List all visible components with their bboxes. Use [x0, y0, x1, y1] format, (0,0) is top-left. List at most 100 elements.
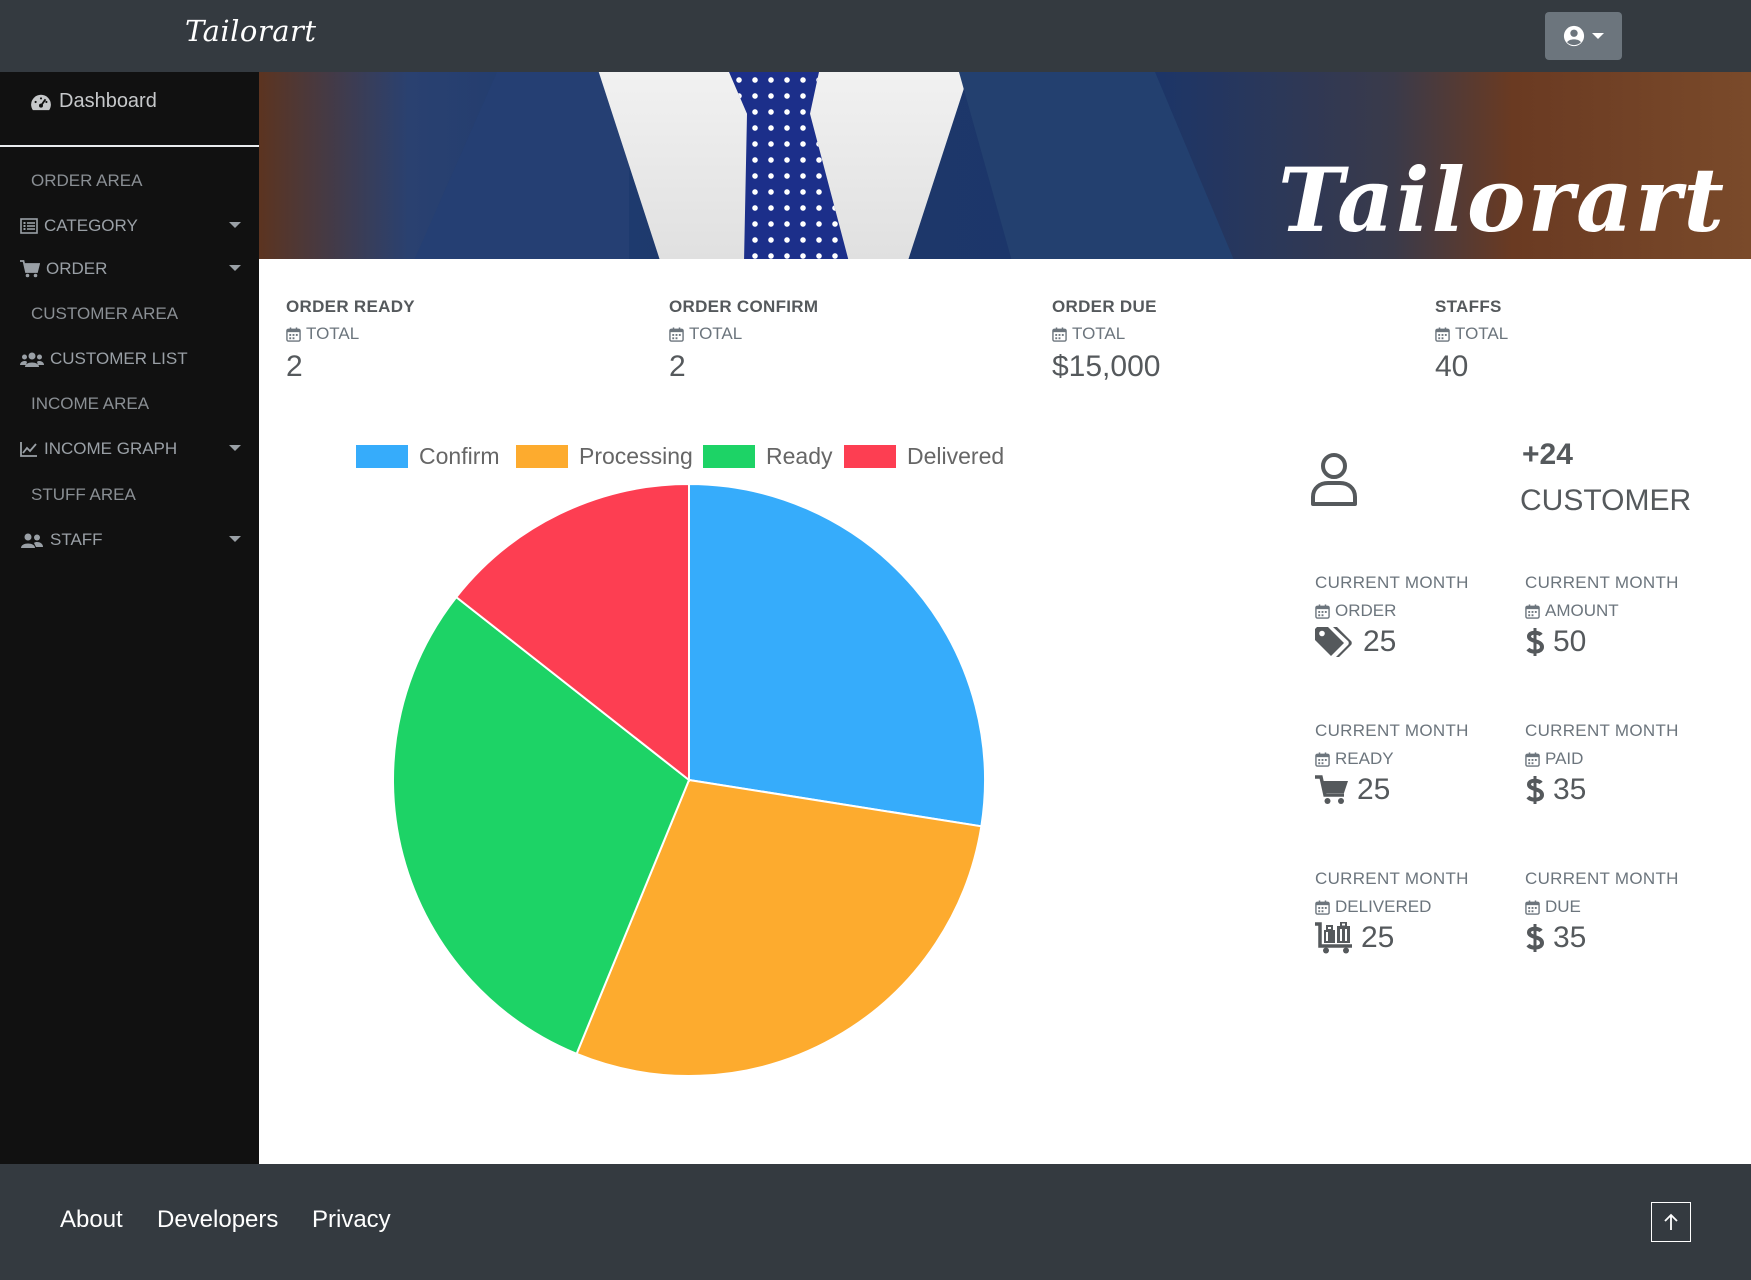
chevron-down-icon: [229, 265, 241, 271]
banner-title: Tailorart: [1277, 148, 1726, 252]
calendar-icon: [1052, 326, 1067, 342]
legend-swatch-confirm[interactable]: [356, 445, 408, 468]
month-stat-delivered: CURRENT MONTH DELIVERED 25: [1315, 869, 1515, 955]
pie-slice-processing[interactable]: [575, 778, 983, 1077]
sidebar-item-dashboard[interactable]: Dashboard: [30, 90, 157, 113]
month-stat-label: CURRENT MONTH: [1525, 869, 1679, 888]
month-stat-value: 25: [1361, 921, 1395, 954]
footer-link-about[interactable]: About: [60, 1206, 123, 1233]
month-stat-sub: READY: [1315, 749, 1515, 769]
user-circle-icon: [1563, 25, 1585, 47]
month-stat-value: 35: [1553, 773, 1587, 806]
stat-sub-label: TOTAL: [689, 324, 743, 343]
customer-count: +24: [1522, 438, 1573, 471]
month-stat-label: CURRENT MONTH: [1315, 721, 1469, 740]
banner-lapel-left: [409, 72, 629, 259]
calendar-icon: [286, 326, 301, 342]
legend-swatch-processing[interactable]: [516, 445, 568, 468]
calendar-icon: [1315, 603, 1330, 619]
sidebar-heading-label: CUSTOMER AREA: [31, 304, 179, 323]
sidebar-item-label: INCOME GRAPH: [44, 439, 178, 458]
chart-line-icon: [20, 442, 37, 457]
back-to-top-button[interactable]: [1651, 1202, 1691, 1242]
shopping-cart-icon: [20, 260, 40, 278]
month-stat-sub: DUE: [1525, 897, 1725, 917]
user-menu-button[interactable]: [1545, 12, 1622, 60]
month-stat-sub-label: AMOUNT: [1545, 601, 1619, 620]
sidebar-item-order[interactable]: ORDER: [20, 254, 245, 284]
sidebar-heading-income-area: INCOME AREA: [31, 389, 256, 419]
legend-label-delivered[interactable]: Delivered: [907, 443, 1004, 469]
month-stat-amount: CURRENT MONTH AMOUNT 50: [1525, 573, 1725, 659]
footer-link-developers[interactable]: Developers: [157, 1206, 279, 1233]
stat-label: ORDER CONFIRM: [669, 297, 819, 316]
legend-swatch-delivered[interactable]: [844, 445, 896, 468]
sidebar-item-label: STAFF: [50, 530, 103, 549]
month-stat-value-row: 35: [1525, 921, 1725, 955]
hero-banner: Tailorart: [259, 72, 1751, 259]
month-stat-sub-label: DELIVERED: [1335, 897, 1432, 916]
sidebar-heading-order-area: ORDER AREA: [31, 166, 256, 196]
month-stat-sub-label: ORDER: [1335, 601, 1397, 620]
sidebar: Dashboard ORDER AREA CATEGORY ORDER CUST…: [0, 72, 259, 1164]
legend-label-confirm[interactable]: Confirm: [419, 443, 500, 469]
legend-swatch-ready[interactable]: [703, 445, 755, 468]
stat-value: $15,000: [1052, 350, 1161, 383]
stat-sub: TOTAL: [1052, 324, 1382, 344]
footer-link-privacy[interactable]: Privacy: [312, 1206, 391, 1233]
list-alt-icon: [20, 218, 38, 234]
calendar-icon: [1525, 603, 1540, 619]
sidebar-item-customer-list[interactable]: CUSTOMER LIST: [20, 344, 245, 374]
stat-value: 40: [1435, 350, 1469, 383]
month-stat-sub: PAID: [1525, 749, 1725, 769]
stat-label: ORDER DUE: [1052, 297, 1157, 316]
dollar-icon: [1526, 628, 1545, 656]
stat-value: 2: [286, 350, 303, 383]
month-stat-value-row: 25: [1315, 773, 1515, 807]
month-stat-label: CURRENT MONTH: [1525, 721, 1679, 740]
legend-label-processing[interactable]: Processing: [579, 443, 693, 469]
pie-slice-delivered[interactable]: [454, 482, 690, 783]
stat-sub-label: TOTAL: [1455, 324, 1509, 343]
month-stat-paid: CURRENT MONTH PAID 35: [1525, 721, 1725, 807]
month-stat-due: CURRENT MONTH DUE 35: [1525, 869, 1725, 955]
pie-slice-confirm[interactable]: [688, 482, 986, 828]
month-stat-sub: DELIVERED: [1315, 897, 1515, 917]
sidebar-item-label: CUSTOMER LIST: [50, 349, 188, 368]
month-stat-value-row: 25: [1315, 921, 1515, 955]
sidebar-item-label: CATEGORY: [44, 216, 138, 235]
dollar-icon: [1526, 924, 1545, 952]
month-stat-value-row: 25: [1315, 625, 1515, 659]
chevron-down-icon: [229, 536, 241, 542]
month-stat-value: 25: [1357, 773, 1391, 806]
stat-label: ORDER READY: [286, 297, 415, 316]
legend-label-ready[interactable]: Ready: [766, 443, 833, 469]
sidebar-item-income-graph[interactable]: INCOME GRAPH: [20, 434, 245, 464]
month-stat-value-row: 35: [1525, 773, 1725, 807]
dollar-icon: [1526, 776, 1545, 804]
month-stat-value-row: 50: [1525, 625, 1725, 659]
users-icon: [20, 352, 44, 367]
month-stat-ready: CURRENT MONTH READY 25: [1315, 721, 1515, 807]
calendar-icon: [1435, 326, 1450, 342]
stat-order-confirm: ORDER CONFIRM TOTAL 2: [669, 297, 999, 384]
banner-lapel-right: [959, 72, 1239, 259]
month-stat-label: CURRENT MONTH: [1315, 869, 1469, 888]
stat-sub: TOTAL: [669, 324, 999, 344]
sidebar-heading-label: ORDER AREA: [31, 171, 143, 190]
stat-order-ready: ORDER READY TOTAL 2: [286, 297, 616, 384]
stat-sub-label: TOTAL: [1072, 324, 1126, 343]
sidebar-item-category[interactable]: CATEGORY: [20, 211, 245, 241]
month-stat-value: 25: [1363, 625, 1397, 658]
month-stat-value: 35: [1553, 921, 1587, 954]
month-stat-sub: AMOUNT: [1525, 601, 1725, 621]
pie-slice-ready[interactable]: [392, 595, 691, 1056]
status-pie-chart: Confirm Processing Ready Delivered: [356, 443, 1004, 1077]
user-outline-icon: [1311, 453, 1357, 506]
sidebar-item-staff[interactable]: STAFF: [20, 525, 245, 555]
calendar-icon: [1525, 751, 1540, 767]
footer: About Developers Privacy: [0, 1164, 1751, 1280]
tachometer-icon: [31, 94, 51, 110]
sidebar-divider: [0, 145, 259, 147]
navbar-brand[interactable]: Tailorart: [185, 14, 317, 48]
